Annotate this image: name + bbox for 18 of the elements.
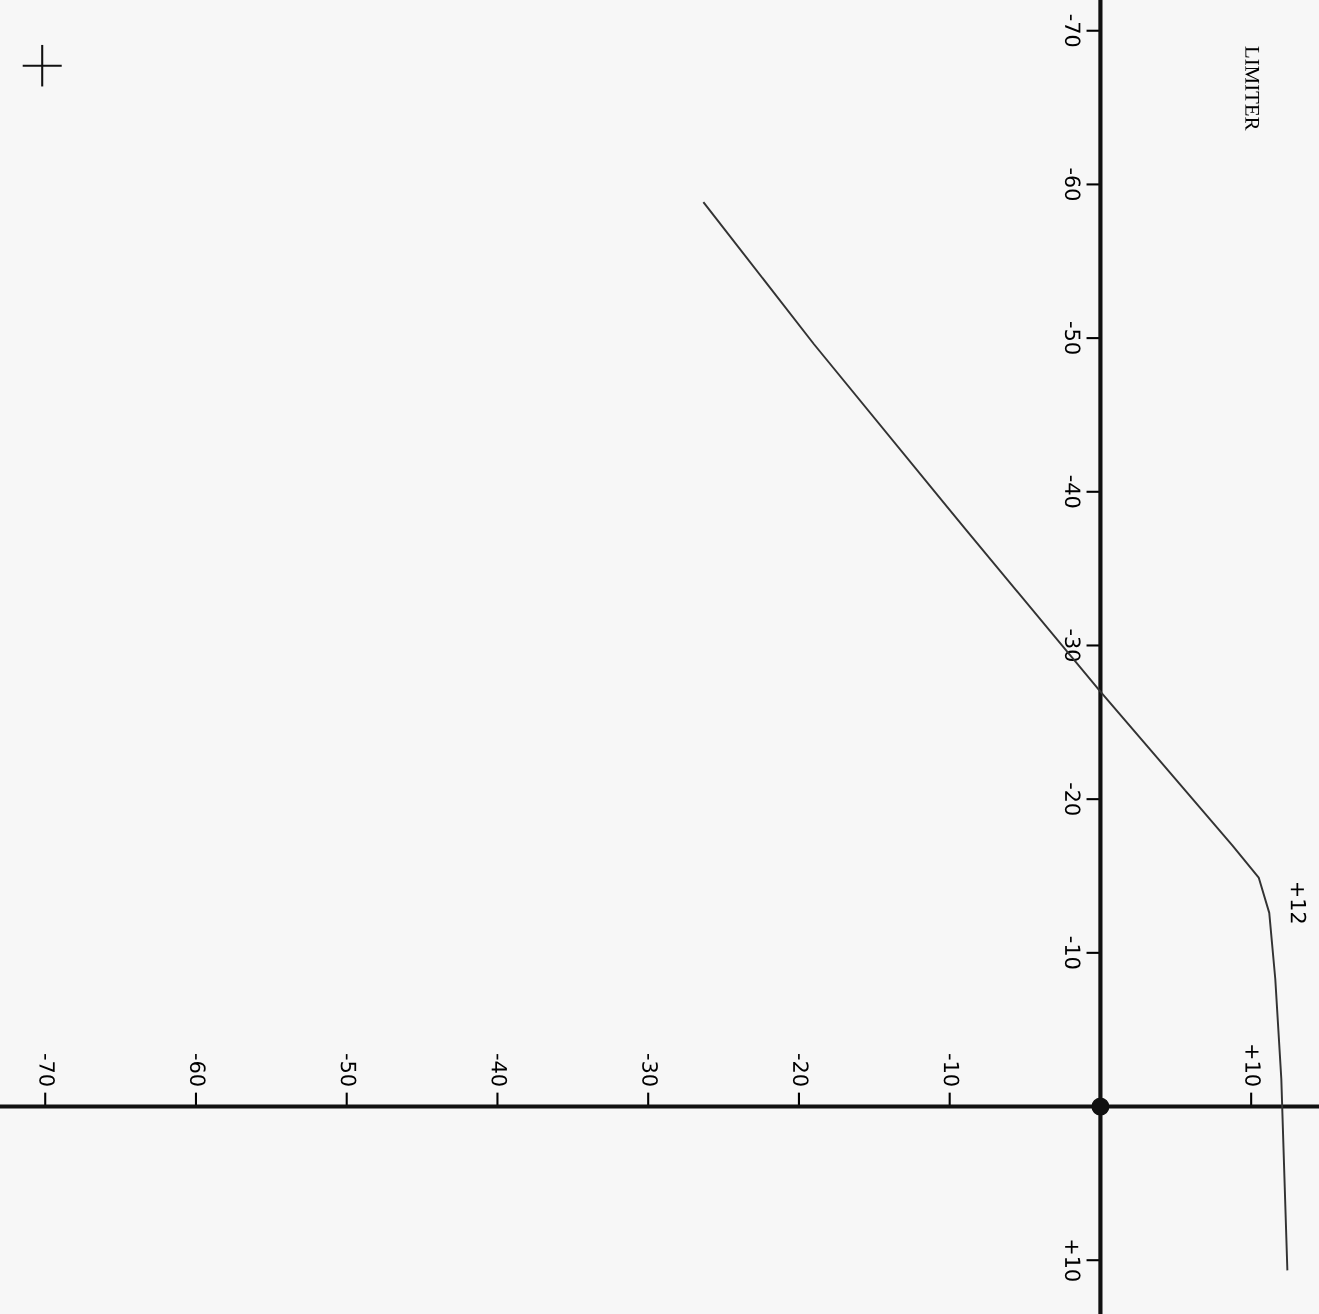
x-tick-label: -60	[189, 1054, 206, 1086]
x-tick-label: -30	[642, 1054, 658, 1086]
y-tick-label: -50	[1064, 322, 1081, 354]
y-tick-label: -20	[1064, 783, 1081, 815]
x-tick-label: -10	[943, 1054, 960, 1086]
y-tick-label: -60	[1064, 168, 1081, 201]
x-tick-label: -70	[39, 1054, 55, 1086]
y-tick-label: +10	[1064, 1240, 1081, 1281]
x-tick-label: -40	[491, 1054, 508, 1086]
x-tick-label: -20	[792, 1054, 809, 1086]
y-tick-label: -70	[1064, 14, 1081, 47]
y-tick-label: -30	[1064, 629, 1081, 662]
annotation: +12	[1290, 882, 1307, 923]
text: LIMITER	[1245, 46, 1260, 131]
x-tick-label: -50	[340, 1054, 357, 1086]
y-tick-label: -10	[1064, 936, 1081, 969]
y-tick-label: -40	[1064, 475, 1081, 508]
x-tick-label: +10	[1245, 1045, 1261, 1086]
